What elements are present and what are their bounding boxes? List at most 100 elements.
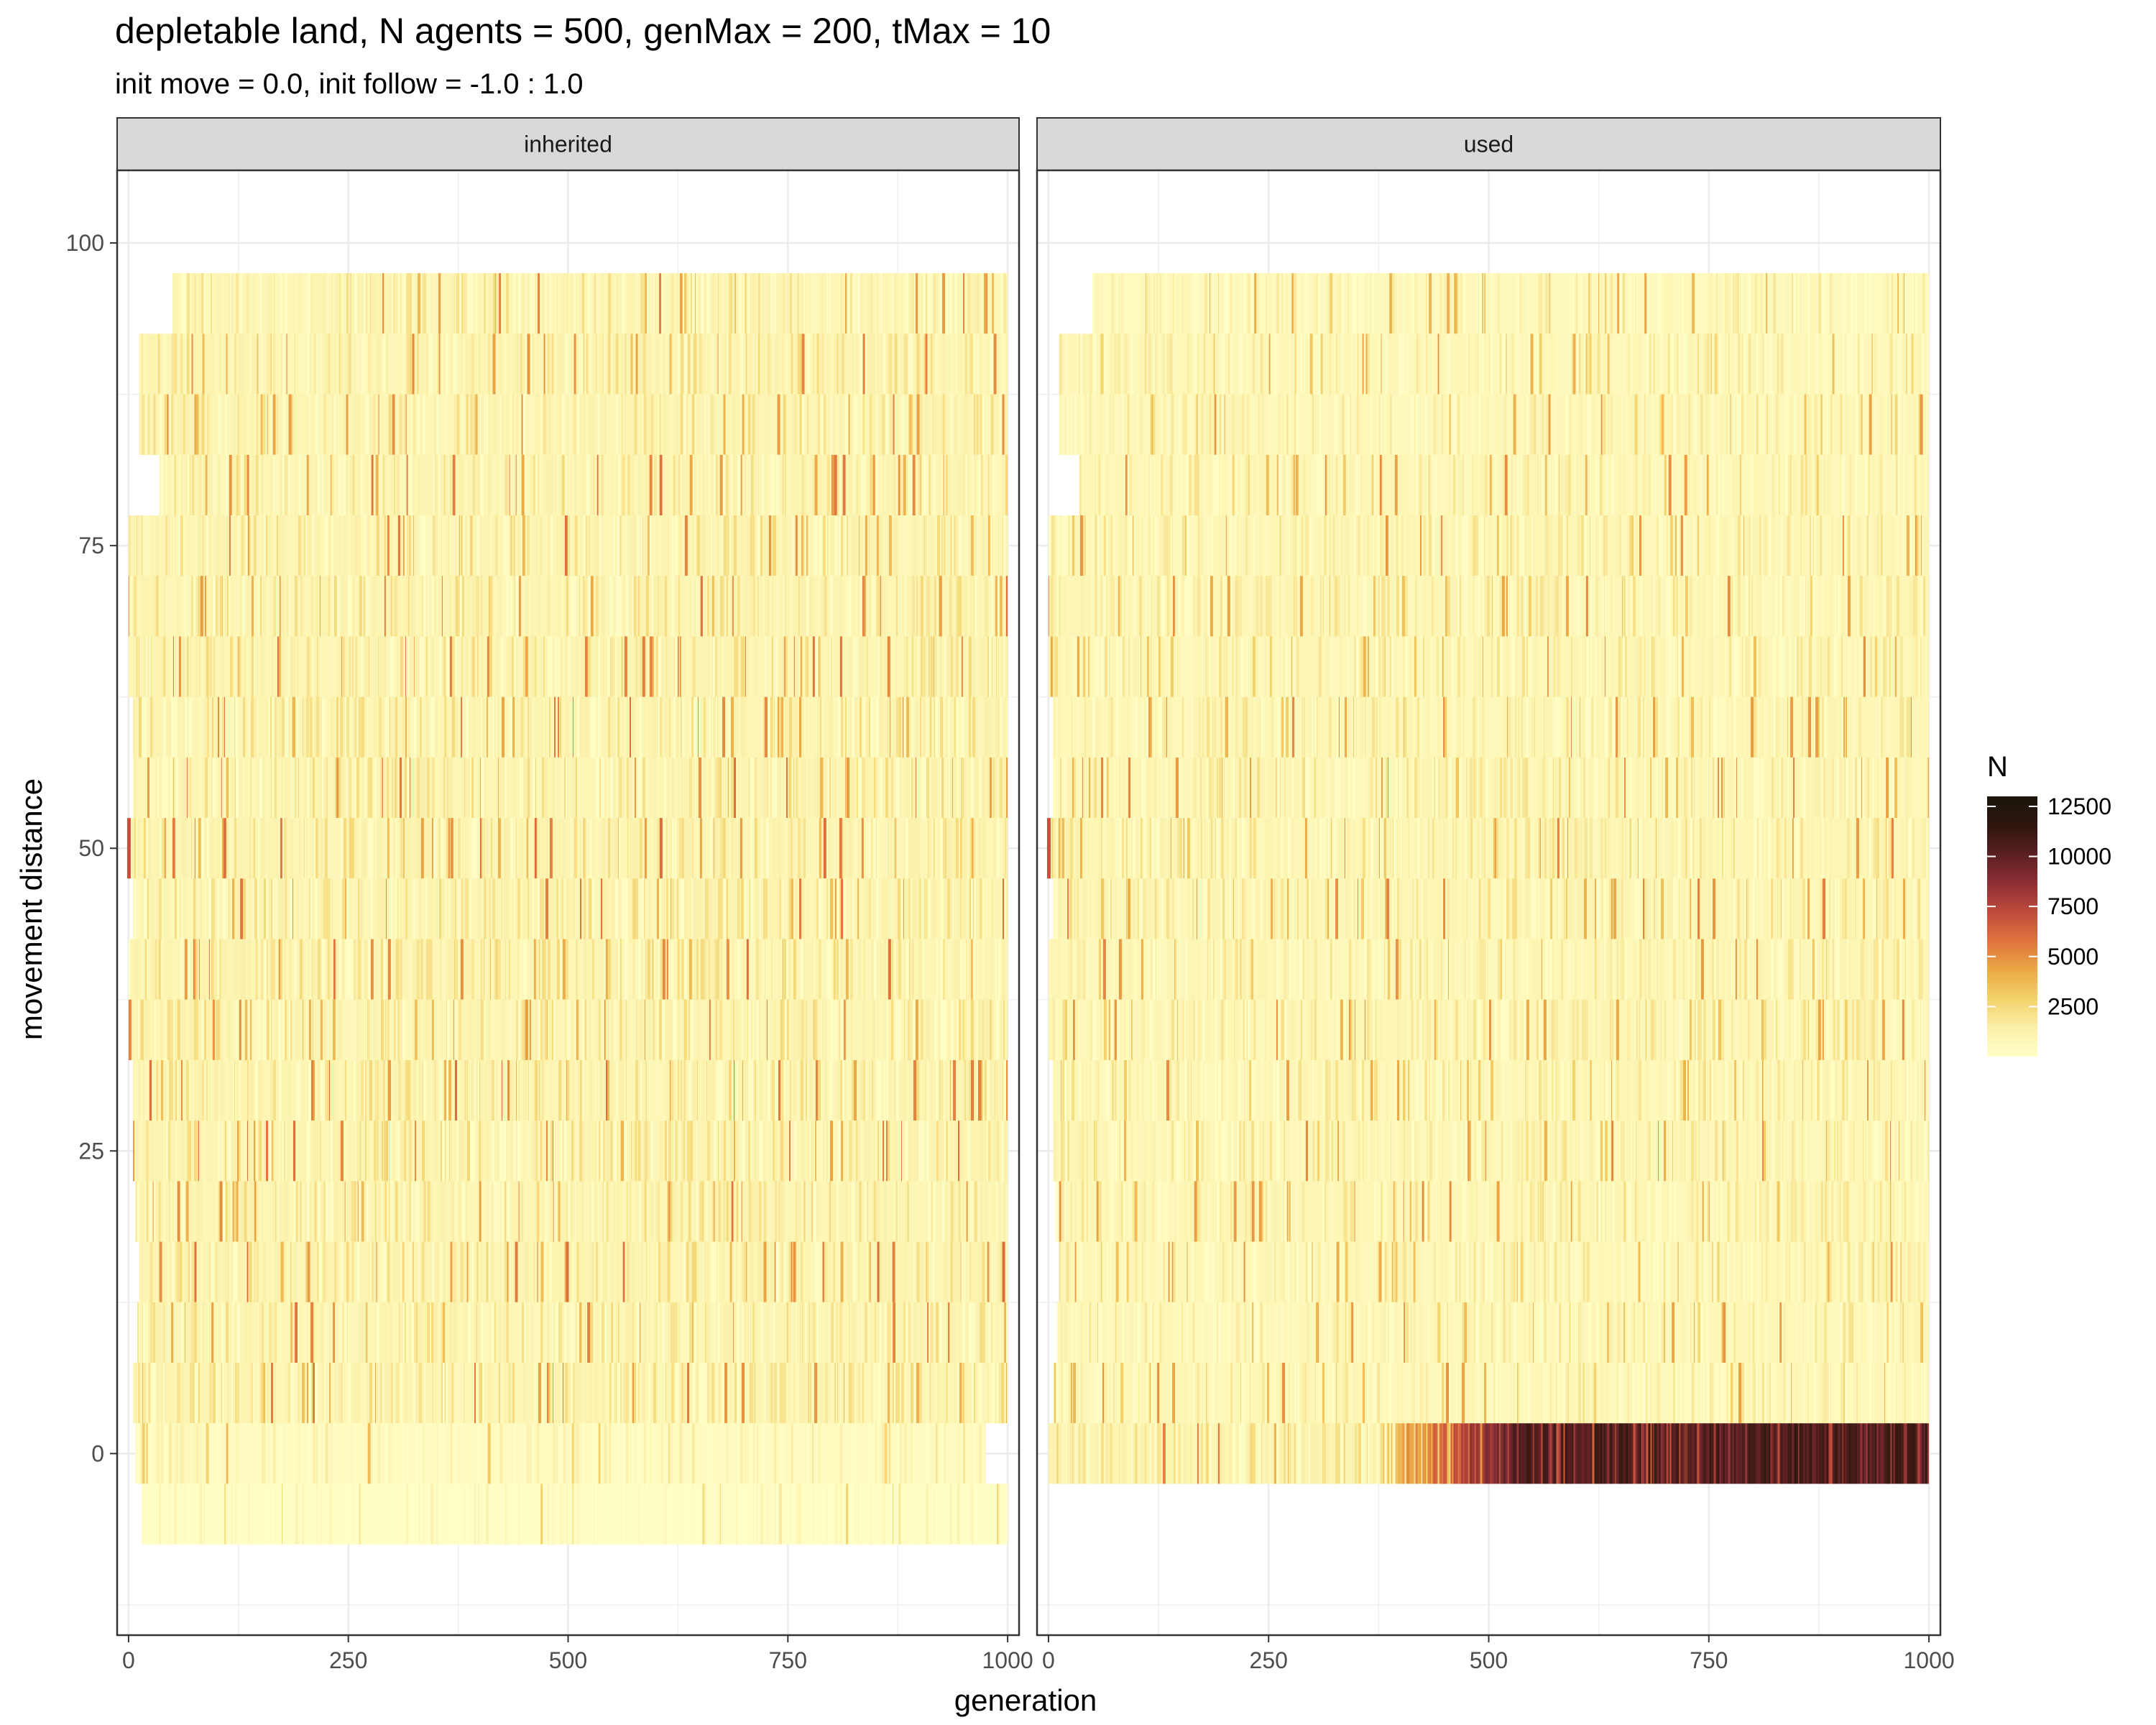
heatmap-tile [731, 696, 734, 758]
heatmap-tile [322, 515, 325, 576]
heatmap-tile [301, 273, 303, 334]
heatmap-tile [993, 818, 996, 879]
heatmap-tile [130, 576, 132, 637]
heatmap-tile [307, 878, 309, 939]
heatmap-tile [668, 334, 670, 395]
heatmap-tile [478, 636, 481, 697]
heatmap-tile [255, 454, 259, 516]
heatmap-tile [451, 394, 453, 455]
heatmap-tile [844, 636, 846, 697]
heatmap-tile [216, 515, 218, 576]
heatmap-tile [367, 757, 369, 819]
heatmap-tile [246, 878, 249, 939]
heatmap-tile [547, 576, 550, 637]
heatmap-tile [701, 394, 704, 455]
heatmap-tile [937, 757, 941, 819]
heatmap-tile [275, 394, 277, 455]
heatmap-tile [384, 394, 388, 455]
heatmap-tile [665, 394, 668, 455]
heatmap-tile [783, 515, 785, 576]
heatmap-tile [908, 394, 912, 455]
heatmap-tile [770, 454, 773, 516]
heatmap-tile [549, 334, 552, 395]
heatmap-tile [267, 273, 270, 334]
heatmap-tile [236, 757, 239, 819]
heatmap-tile [257, 576, 259, 637]
heatmap-tile [494, 636, 497, 697]
heatmap-tile [169, 696, 172, 758]
heatmap-tile [907, 515, 910, 576]
heatmap-tile [885, 515, 886, 576]
heatmap-tile [461, 818, 464, 879]
heatmap-tile [566, 696, 570, 758]
heatmap-tile [780, 394, 781, 455]
heatmap-tile [507, 394, 510, 455]
heatmap-tile [985, 636, 987, 697]
heatmap-tile [593, 636, 595, 697]
heatmap-tile [356, 334, 359, 395]
heatmap-tile [418, 696, 420, 758]
heatmap-tile [522, 394, 526, 455]
heatmap-tile [844, 334, 847, 395]
heatmap-tile [596, 334, 599, 395]
heatmap-tile [285, 636, 288, 697]
heatmap-tile [155, 576, 159, 637]
heatmap-tile [956, 334, 958, 395]
heatmap-tile [495, 334, 497, 395]
heatmap-tile [917, 515, 921, 576]
heatmap-tile [718, 334, 722, 395]
heatmap-tile [412, 454, 414, 516]
heatmap-tile [537, 818, 540, 879]
heatmap-tile [253, 515, 257, 576]
heatmap-tile [468, 454, 471, 516]
heatmap-tile [552, 818, 554, 879]
heatmap-tile [536, 757, 538, 819]
heatmap-tile [977, 818, 981, 879]
heatmap-tile [191, 394, 195, 455]
heatmap-tile [1005, 818, 1008, 879]
heatmap-tile [301, 576, 305, 637]
heatmap-tile [323, 818, 325, 879]
heatmap-tile [177, 454, 180, 516]
heatmap-tile [336, 636, 339, 697]
heatmap-tile [270, 394, 273, 455]
heatmap-tile [388, 696, 390, 758]
heatmap-tile [688, 696, 690, 758]
heatmap-tile [490, 454, 492, 516]
heatmap-tile [213, 696, 216, 758]
heatmap-tile [195, 878, 198, 939]
heatmap-tile [160, 454, 161, 516]
heatmap-tile [455, 454, 457, 516]
heatmap-tile [786, 454, 789, 516]
heatmap-tile [139, 515, 142, 576]
heatmap-tile [961, 394, 963, 455]
heatmap-tile [642, 334, 643, 395]
heatmap-tile [528, 636, 529, 697]
heatmap-tile [448, 515, 451, 576]
heatmap-tile [448, 636, 450, 697]
heatmap-tile [530, 757, 533, 819]
heatmap-tile [329, 394, 331, 455]
heatmap-tile [157, 334, 160, 395]
heatmap-tile [794, 818, 797, 879]
heatmap-tile [677, 394, 679, 455]
heatmap-tile [173, 636, 175, 697]
heatmap-tile [183, 576, 185, 637]
heatmap-tile [367, 696, 369, 758]
heatmap-tile [264, 576, 267, 637]
heatmap-tile [1003, 818, 1005, 879]
heatmap-tile [498, 394, 500, 455]
heatmap-tile [962, 818, 964, 879]
heatmap-tile [423, 818, 427, 879]
heatmap-tile [866, 273, 869, 334]
heatmap-tile [806, 757, 809, 819]
heatmap-tile [886, 696, 888, 758]
heatmap-tile [313, 636, 314, 697]
heatmap-tile [827, 394, 831, 455]
heatmap-tile [201, 394, 205, 455]
heatmap-tile [469, 515, 473, 576]
heatmap-tile [777, 818, 780, 879]
heatmap-tile [182, 878, 184, 939]
heatmap-tile [473, 696, 476, 758]
heatmap-tile [251, 636, 254, 697]
